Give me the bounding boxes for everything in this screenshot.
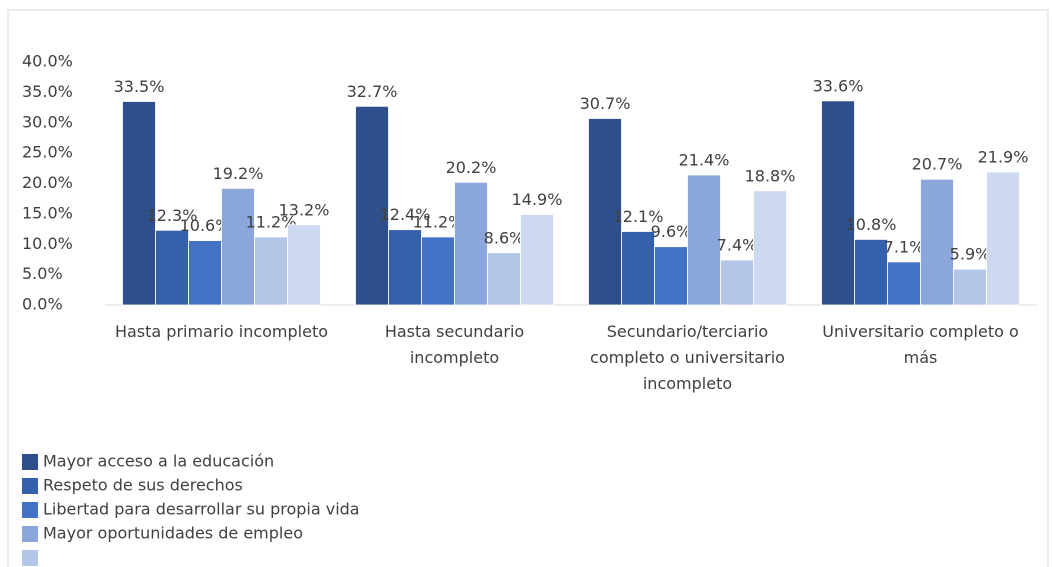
- bar: [854, 238, 888, 306]
- data-label: 33.5%: [114, 77, 165, 96]
- y-tick-label: 20.0%: [22, 173, 73, 192]
- bar: [287, 224, 321, 306]
- data-label: 7.1%: [884, 237, 925, 256]
- data-label: 20.2%: [446, 158, 497, 177]
- y-tick-label: 5.0%: [22, 264, 63, 283]
- data-label: 13.2%: [279, 200, 330, 219]
- bar: [621, 231, 655, 306]
- data-label: 12.1%: [613, 207, 664, 226]
- bar: [920, 178, 954, 306]
- y-tick-label: 15.0%: [22, 203, 73, 222]
- legend-label: Respeto de sus derechos: [43, 476, 243, 495]
- data-label: 8.6%: [484, 228, 525, 247]
- bar: [122, 101, 156, 306]
- data-label: 12.3%: [147, 206, 198, 225]
- bar: [953, 268, 987, 306]
- bar: [887, 261, 921, 306]
- data-label: 18.8%: [745, 166, 796, 185]
- bar: [588, 118, 622, 306]
- data-label: 21.4%: [679, 150, 730, 169]
- data-label: 12.4%: [380, 205, 431, 224]
- legend-swatch: [22, 502, 38, 518]
- data-label: 21.9%: [978, 147, 1029, 166]
- bar: [520, 214, 554, 306]
- bar: [221, 187, 255, 306]
- bar: [421, 236, 455, 306]
- data-label: 10.8%: [846, 215, 897, 234]
- x-tick-label: Secundario/terciario completo o universi…: [590, 322, 785, 393]
- data-label: 33.6%: [813, 76, 864, 95]
- x-tick-label: Hasta secundario incompleto: [384, 322, 525, 367]
- bar: [454, 181, 488, 306]
- bar: [986, 171, 1020, 306]
- y-tick-label: 0.0%: [22, 295, 63, 314]
- bar: [487, 252, 521, 306]
- data-label: 11.2%: [413, 212, 464, 231]
- x-tick-label: Hasta primario incompleto: [114, 322, 329, 341]
- legend-swatch: [22, 478, 38, 494]
- bar: [821, 100, 855, 306]
- bar: [188, 240, 222, 306]
- legend-swatch: [22, 454, 38, 470]
- y-tick-label: 10.0%: [22, 234, 73, 253]
- y-tick-label: 35.0%: [22, 82, 73, 101]
- y-tick-label: 25.0%: [22, 143, 73, 162]
- legend-label: Mayor acceso a la educación: [43, 452, 274, 471]
- bar: [355, 105, 389, 306]
- chart-frame: [7, 9, 1049, 567]
- data-label: 11.2%: [246, 212, 297, 231]
- bar: [753, 190, 787, 306]
- data-label: 19.2%: [213, 164, 264, 183]
- x-tick-label: Universitario completo o más: [822, 322, 1019, 367]
- bar: [687, 174, 721, 306]
- legend-swatch: [22, 550, 38, 566]
- data-label: 30.7%: [580, 94, 631, 113]
- data-label: 9.6%: [651, 222, 692, 241]
- data-label: 7.4%: [717, 236, 758, 255]
- legend-swatch: [22, 526, 38, 542]
- legend-label: Libertad para desarrollar su propia vida: [43, 500, 360, 519]
- bar: [388, 229, 422, 306]
- bar: [720, 259, 754, 306]
- data-label: 14.9%: [512, 190, 563, 209]
- bar: [155, 229, 189, 306]
- data-label: 10.6%: [180, 216, 231, 235]
- data-label: 5.9%: [950, 245, 991, 264]
- data-label: 32.7%: [347, 82, 398, 101]
- legend-label: Mayor oportunidades de empleo: [43, 524, 303, 543]
- bar: [654, 246, 688, 306]
- data-label: 20.7%: [912, 155, 963, 174]
- y-tick-label: 40.0%: [22, 52, 73, 71]
- bar: [254, 236, 288, 306]
- y-tick-label: 30.0%: [22, 112, 73, 131]
